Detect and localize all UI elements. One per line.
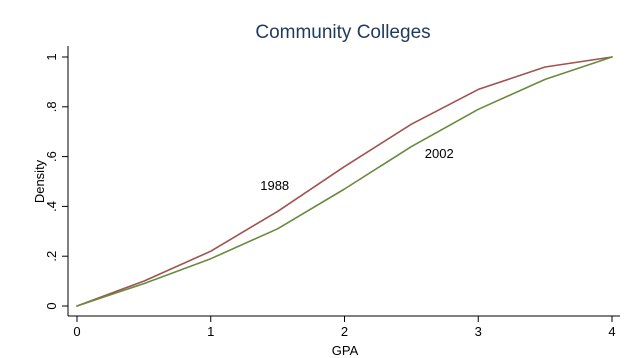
series-label-2002: 2002: [425, 146, 454, 161]
chart-title: Community Colleges: [255, 22, 430, 43]
series-annotations: 1988 2002: [260, 146, 453, 193]
x-tick-label: 3: [475, 324, 482, 339]
y-tick-label: .2: [44, 251, 59, 262]
x-axis-title: GPA: [332, 343, 359, 358]
series-line-2002: [76, 56, 613, 307]
y-tick-label: .4: [44, 201, 59, 212]
axes: 0 .2 .4 .6 .8 1 0 1 2 3 4: [44, 46, 620, 339]
x-tick-label: 0: [73, 324, 80, 339]
series-label-1988: 1988: [260, 178, 289, 193]
y-tick-label: 0: [44, 302, 59, 309]
y-tick-label: .6: [44, 151, 59, 162]
x-tick-label: 2: [341, 324, 348, 339]
y-tick-label: 1: [44, 53, 59, 60]
series-line-1988: [76, 56, 613, 307]
y-tick-label: .8: [44, 101, 59, 112]
series-lines: [76, 56, 613, 307]
y-axis-title: Density: [32, 159, 47, 203]
x-tick-label: 4: [608, 324, 615, 339]
x-tick-label: 1: [207, 324, 214, 339]
